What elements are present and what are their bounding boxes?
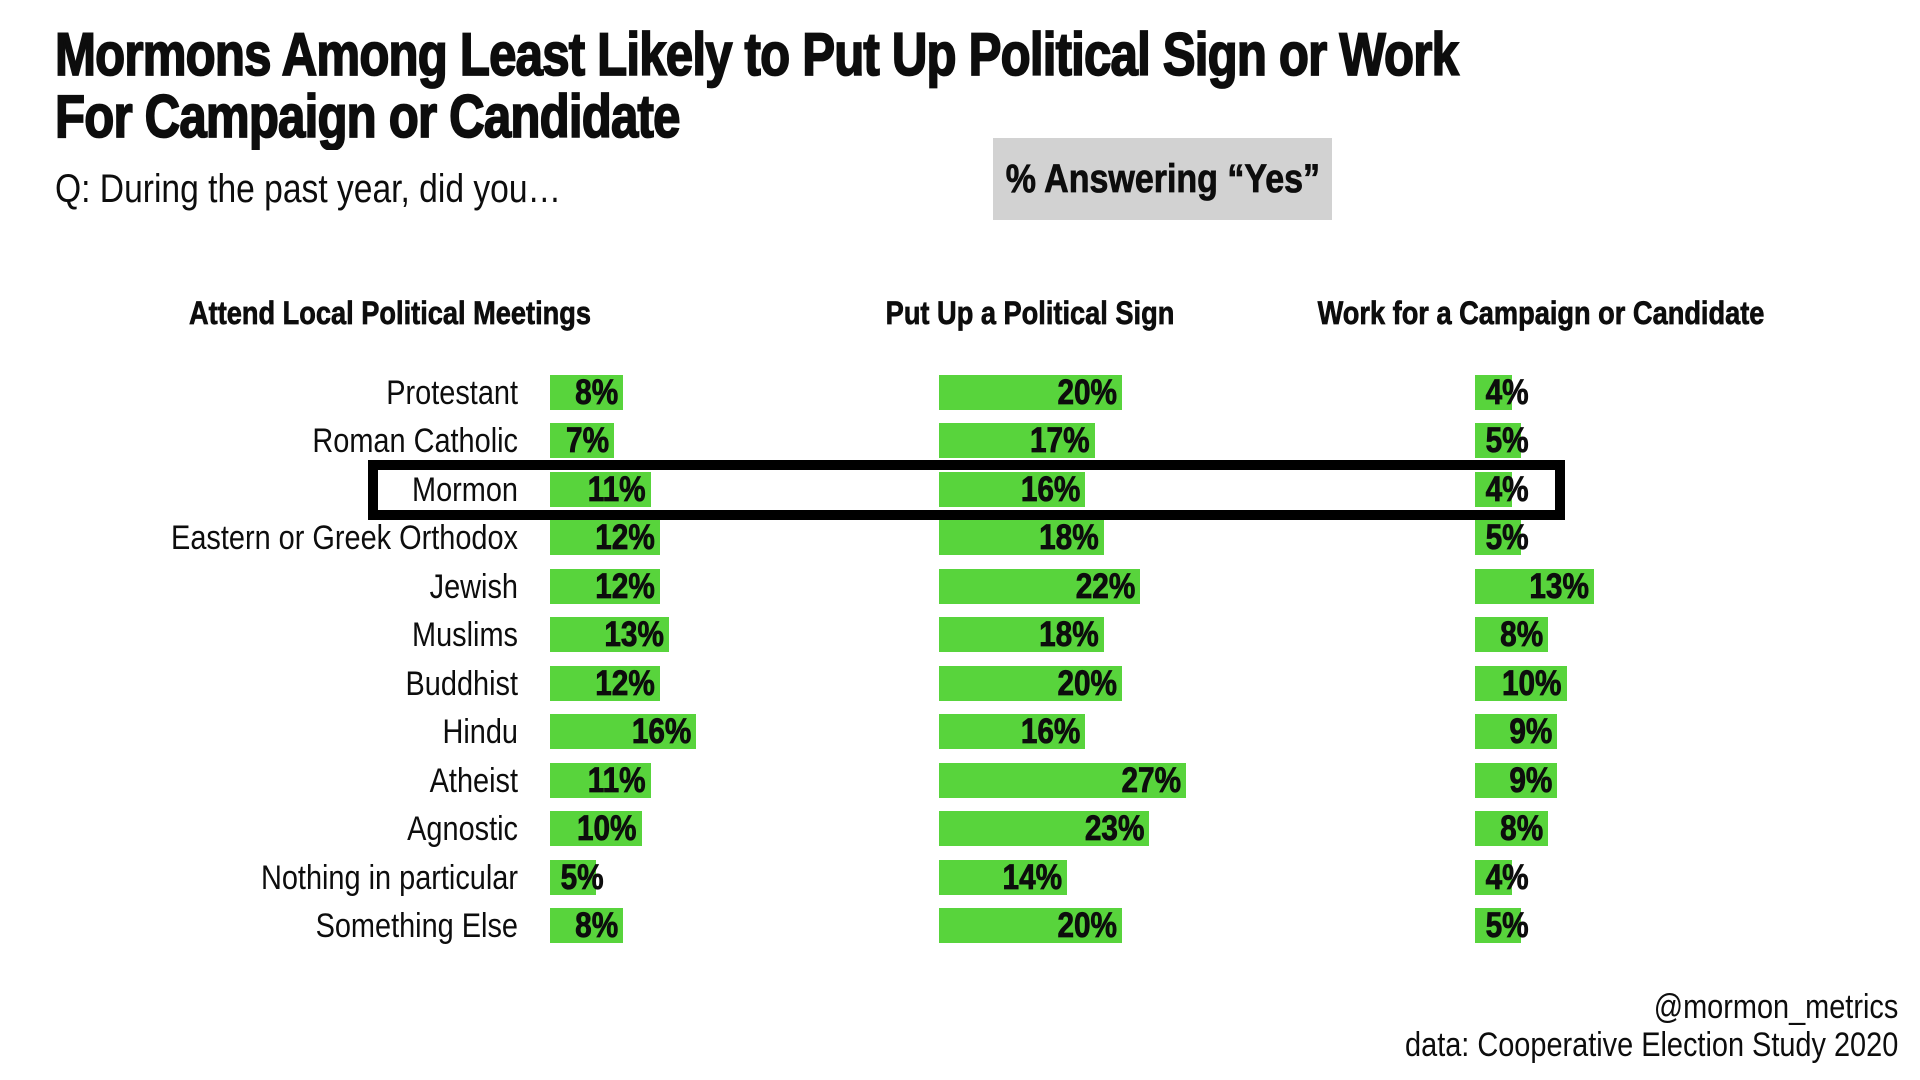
bar-value: 13% — [1529, 566, 1589, 606]
bar-put-up-a-political-sign-roman-catholic: 17% — [939, 421, 1095, 461]
row-label-muslims: Muslims — [412, 616, 518, 655]
bar-value: 5% — [1485, 421, 1529, 461]
bar-value: 4% — [1485, 373, 1529, 412]
mormon-highlight-box — [368, 460, 1565, 520]
row-label-jewish: Jewish — [429, 567, 518, 606]
bar-put-up-a-political-sign-agnostic: 23% — [939, 809, 1150, 849]
bar-value: 16% — [1020, 469, 1081, 509]
bar-value: 7% — [566, 421, 610, 461]
row-label-nothing-in-particular: Nothing in particular — [260, 858, 518, 897]
bar-value: 12% — [595, 518, 655, 558]
bar-value: 12% — [595, 566, 655, 606]
bar-value: 18% — [1039, 518, 1099, 558]
bar-attend-local-political-meetings-atheist: 11% — [550, 760, 651, 800]
column-header-attend-meetings: Attend Local Political Meetings — [188, 295, 592, 332]
row-label-eastern-or-greek-orthodox: Eastern or Greek Orthodox — [171, 519, 518, 558]
bar-work-for-a-campaign-or-candidate-atheist: 9% — [1475, 760, 1558, 800]
bar-value: 8% — [1500, 809, 1544, 849]
bar-attend-local-political-meetings-nothing-in-particular: 5% — [550, 859, 604, 895]
bar-put-up-a-political-sign-atheist: 27% — [939, 760, 1187, 800]
bar-work-for-a-campaign-or-candidate-jewish: 13% — [1475, 566, 1594, 606]
column-header-campaign-candidate: Work for a Campaign or Candidate — [1317, 295, 1765, 332]
bar-attend-local-political-meetings-agnostic: 10% — [550, 811, 642, 846]
title-line-2: For Campaign or Candidate — [54, 83, 681, 150]
bar-attend-local-political-meetings-mormon: 11% — [550, 469, 651, 509]
bar-put-up-a-political-sign-something-else: 20% — [939, 908, 1122, 943]
bar-put-up-a-political-sign-buddhist: 20% — [939, 663, 1122, 703]
bar-work-for-a-campaign-or-candidate-roman-catholic: 5% — [1475, 423, 1529, 459]
bar-value: 20% — [1057, 663, 1117, 703]
bar-work-for-a-campaign-or-candidate-something-else: 5% — [1475, 908, 1529, 943]
bar-attend-local-political-meetings-roman-catholic: 7% — [550, 421, 615, 461]
bar-value: 13% — [604, 615, 664, 655]
answering-yes-badge-label: % Answering “Yes” — [1005, 156, 1320, 201]
bar-value: 8% — [575, 373, 619, 412]
bar-put-up-a-political-sign-eastern-or-greek-orthodox: 18% — [939, 518, 1104, 558]
bar-value: 8% — [1500, 615, 1544, 655]
bar-value: 11% — [587, 760, 646, 800]
bar-attend-local-political-meetings-muslims: 13% — [550, 615, 669, 655]
bar-value: 12% — [595, 663, 655, 703]
bar-value: 8% — [575, 905, 619, 945]
bar-value: 10% — [576, 809, 637, 849]
bar-attend-local-political-meetings-something-else: 8% — [550, 905, 624, 945]
bar-value: 17% — [1029, 421, 1090, 461]
bar-work-for-a-campaign-or-candidate-mormon: 4% — [1475, 471, 1529, 507]
bar-value: 5% — [560, 857, 604, 897]
bar-put-up-a-political-sign-muslims: 18% — [939, 615, 1104, 655]
bar-value: 22% — [1075, 566, 1136, 606]
bar-put-up-a-political-sign-nothing-in-particular: 14% — [939, 857, 1068, 897]
row-label-agnostic: Agnostic — [407, 810, 518, 849]
row-label-mormon: Mormon — [412, 470, 518, 509]
bar-put-up-a-political-sign-protestant: 20% — [939, 375, 1122, 410]
bar-attend-local-political-meetings-protestant: 8% — [550, 373, 624, 412]
bar-value: 5% — [1485, 905, 1529, 945]
bar-value: 14% — [1002, 857, 1063, 897]
row-label-something-else: Something Else — [315, 906, 518, 945]
bar-put-up-a-political-sign-jewish: 22% — [939, 566, 1141, 606]
column-header-political-sign: Put Up a Political Sign — [885, 295, 1175, 332]
bar-work-for-a-campaign-or-candidate-muslims: 8% — [1475, 615, 1549, 655]
bar-work-for-a-campaign-or-candidate-protestant: 4% — [1475, 375, 1529, 410]
answering-yes-badge: % Answering “Yes” — [993, 138, 1332, 220]
row-label-protestant: Protestant — [386, 374, 518, 412]
page-title: Mormons Among Least Likely to Put Up Pol… — [54, 21, 1459, 150]
question-subtitle: Q: During the past year, did you… — [55, 167, 562, 211]
bar-value: 16% — [1020, 712, 1081, 752]
row-label-hindu: Hindu — [442, 713, 518, 752]
title-line-1: Mormons Among Least Likely to Put Up Pol… — [54, 21, 1459, 88]
bar-value: 20% — [1057, 373, 1117, 412]
footer: @mormon_metrics data: Cooperative Electi… — [1405, 988, 1898, 1064]
bar-attend-local-political-meetings-hindu: 16% — [550, 712, 697, 752]
bar-value: 4% — [1485, 857, 1529, 897]
bar-work-for-a-campaign-or-candidate-hindu: 9% — [1475, 712, 1558, 752]
bar-value: 11% — [587, 469, 646, 509]
footer-handle: @mormon_metrics — [1653, 988, 1898, 1026]
bar-put-up-a-political-sign-hindu: 16% — [939, 712, 1086, 752]
bar-work-for-a-campaign-or-candidate-nothing-in-particular: 4% — [1475, 859, 1529, 895]
bar-attend-local-political-meetings-jewish: 12% — [550, 566, 660, 606]
bar-value: 18% — [1039, 615, 1099, 655]
bar-put-up-a-political-sign-mormon: 16% — [939, 469, 1086, 509]
bar-value: 9% — [1509, 712, 1553, 752]
bar-work-for-a-campaign-or-candidate-eastern-or-greek-orthodox: 5% — [1475, 520, 1529, 556]
bar-value: 4% — [1485, 469, 1529, 509]
bar-work-for-a-campaign-or-candidate-buddhist: 10% — [1475, 663, 1567, 703]
row-label-roman-catholic: Roman Catholic — [312, 422, 518, 461]
bar-value: 16% — [631, 712, 692, 752]
bar-value: 10% — [1501, 663, 1562, 703]
row-label-atheist: Atheist — [429, 761, 518, 800]
bar-attend-local-political-meetings-eastern-or-greek-orthodox: 12% — [550, 518, 660, 558]
bar-value: 9% — [1509, 760, 1553, 800]
bar-work-for-a-campaign-or-candidate-agnostic: 8% — [1475, 809, 1549, 849]
bar-value: 5% — [1485, 518, 1529, 558]
row-label-buddhist: Buddhist — [405, 664, 518, 703]
bar-value: 20% — [1057, 905, 1117, 945]
bar-value: 27% — [1121, 760, 1182, 800]
bar-value: 23% — [1084, 809, 1145, 849]
bar-attend-local-political-meetings-buddhist: 12% — [550, 663, 660, 703]
footer-source: data: Cooperative Election Study 2020 — [1404, 1026, 1898, 1064]
